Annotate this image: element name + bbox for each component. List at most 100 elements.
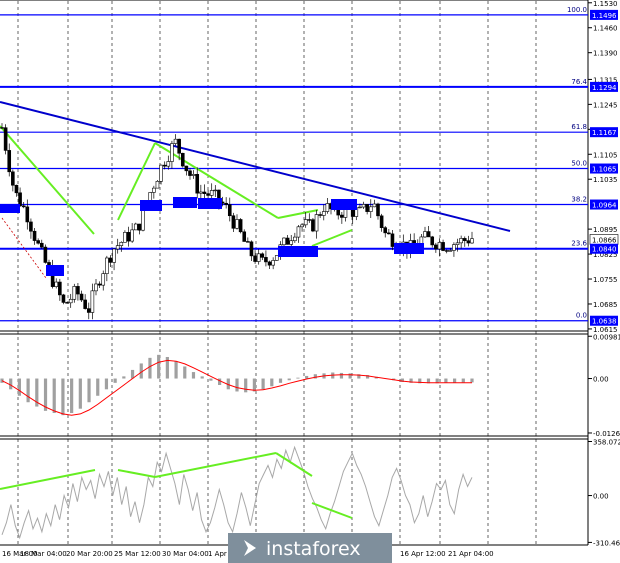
candle-body-36 bbox=[130, 229, 134, 242]
fibo-pct-label-0.0: 0.0 bbox=[576, 312, 587, 320]
candle-body-72 bbox=[260, 253, 265, 258]
macd-tick-label-0: 0.00981 bbox=[593, 333, 620, 341]
candle-body-59 bbox=[213, 189, 218, 192]
candle-body-23 bbox=[83, 299, 87, 309]
price-tick-label-4: 1.1245 bbox=[593, 101, 618, 109]
cci-tick-label-1: 0.00 bbox=[593, 493, 609, 501]
candle-body-2 bbox=[7, 150, 12, 173]
candle-body-79 bbox=[285, 237, 290, 245]
price-tick-label-7: 1.1035 bbox=[593, 176, 618, 184]
candle-body-62 bbox=[224, 202, 228, 205]
fibo-pct-label-50.0: 50.0 bbox=[571, 160, 587, 168]
price-tick-label-12: 1.0615 bbox=[593, 326, 618, 334]
candle-body-101 bbox=[365, 204, 369, 212]
candle-body-126 bbox=[455, 242, 460, 245]
cci-tick-label-0: 358.072 bbox=[593, 438, 620, 446]
time-tick-label-6: 16 Apr 12:00 bbox=[400, 550, 446, 558]
zone-box-0 bbox=[0, 204, 20, 213]
cci-tick-label-2: -310.462 bbox=[593, 539, 620, 547]
candle-body-45 bbox=[162, 164, 167, 167]
fibo-price-label-61.8: 1.1167 bbox=[592, 129, 617, 137]
wave-line-4 bbox=[311, 229, 353, 247]
price-tick-label-3: 1.1315 bbox=[593, 76, 618, 84]
candle-body-121 bbox=[437, 242, 442, 250]
candle-body-125 bbox=[452, 244, 456, 251]
candle-body-58 bbox=[209, 190, 214, 196]
candle-body-127 bbox=[459, 238, 463, 244]
zone-box-5 bbox=[278, 246, 318, 257]
candle-body-51 bbox=[184, 165, 189, 172]
fibo-price-label-38.2: 1.0964 bbox=[592, 202, 617, 210]
candle-body-12 bbox=[43, 246, 48, 263]
time-tick-label-0: 16 Mar 00 bbox=[2, 550, 37, 558]
support-resistance-zones bbox=[0, 197, 424, 276]
price-axis: 1.15301.14601.13901.13151.12451.11751.11… bbox=[588, 0, 619, 334]
price-tick-label-0: 1.1530 bbox=[593, 0, 618, 8]
candle-body-32 bbox=[115, 245, 120, 250]
candle-body-108 bbox=[390, 233, 395, 247]
fibo-price-label-76.4: 1.1294 bbox=[592, 84, 617, 92]
candle-body-55 bbox=[199, 191, 203, 194]
zone-box-1 bbox=[46, 265, 64, 276]
candle-body-82 bbox=[296, 226, 301, 238]
fibo-price-badge-76.4 bbox=[590, 81, 618, 92]
current-price-label: 1.0866 bbox=[592, 236, 617, 244]
candle-body-11 bbox=[39, 242, 44, 248]
fibo-pct-label-38.2: 38.2 bbox=[571, 196, 587, 204]
candle-body-35 bbox=[126, 232, 131, 242]
candle-body-105 bbox=[379, 215, 384, 228]
candle-body-15 bbox=[54, 281, 59, 287]
candle-body-88 bbox=[318, 214, 322, 216]
candle-body-24 bbox=[86, 308, 91, 313]
candle-body-99 bbox=[358, 206, 362, 209]
macd-tick-label-1: 0.00 bbox=[593, 376, 609, 384]
candle-body-67 bbox=[242, 231, 247, 242]
candle-body-106 bbox=[383, 227, 388, 234]
candle-body-86 bbox=[311, 219, 315, 232]
candle-body-102 bbox=[368, 206, 373, 212]
candle-body-64 bbox=[231, 215, 236, 229]
zone-box-2 bbox=[140, 200, 162, 211]
candle-body-129 bbox=[466, 240, 471, 244]
fibo-price-label-23.6: 1.0840 bbox=[592, 246, 617, 254]
price-tick-label-11: 1.0685 bbox=[593, 301, 618, 309]
wave-line-1 bbox=[117, 142, 156, 221]
cci-divergence-line-3 bbox=[275, 452, 313, 477]
candle-body-53 bbox=[191, 174, 196, 176]
price-tick-label-9: 1.0825 bbox=[593, 251, 618, 259]
candle-body-3 bbox=[11, 171, 15, 186]
candle-body-48 bbox=[173, 138, 178, 144]
candle-body-37 bbox=[133, 223, 138, 231]
candle-body-17 bbox=[61, 294, 66, 303]
time-tick-label-3: 25 Mar 12:00 bbox=[114, 550, 161, 558]
fibo-price-badge-23.6 bbox=[590, 243, 618, 254]
cci-divergence-line-4 bbox=[311, 502, 353, 519]
candle-body-84 bbox=[303, 219, 308, 226]
candle-body-89 bbox=[321, 211, 326, 216]
candle-body-25 bbox=[90, 290, 95, 313]
zone-box-6 bbox=[331, 199, 357, 210]
watermark: instaforex bbox=[228, 533, 392, 563]
grid bbox=[17, 1, 537, 545]
candle-body-75 bbox=[271, 260, 275, 266]
fibo-price-badge-38.2 bbox=[590, 199, 618, 210]
candle-body-0 bbox=[0, 127, 4, 129]
candle-body-5 bbox=[18, 192, 22, 207]
candle-body-54 bbox=[195, 174, 200, 194]
candle-body-123 bbox=[444, 250, 449, 252]
cci-divergence-line-1 bbox=[117, 469, 156, 478]
price-tick-label-6: 1.1105 bbox=[593, 151, 618, 159]
candle-body-1 bbox=[3, 127, 8, 151]
candle-body-38 bbox=[137, 223, 142, 231]
candle-body-66 bbox=[238, 219, 243, 233]
wave-line-2 bbox=[154, 142, 279, 219]
wave-line-3 bbox=[277, 209, 319, 219]
candle-body-85 bbox=[307, 219, 312, 221]
candle-body-73 bbox=[264, 257, 268, 263]
candle-body-6 bbox=[21, 205, 26, 208]
wave-line-0 bbox=[0, 125, 95, 235]
macd-signal-line bbox=[1, 359, 472, 416]
